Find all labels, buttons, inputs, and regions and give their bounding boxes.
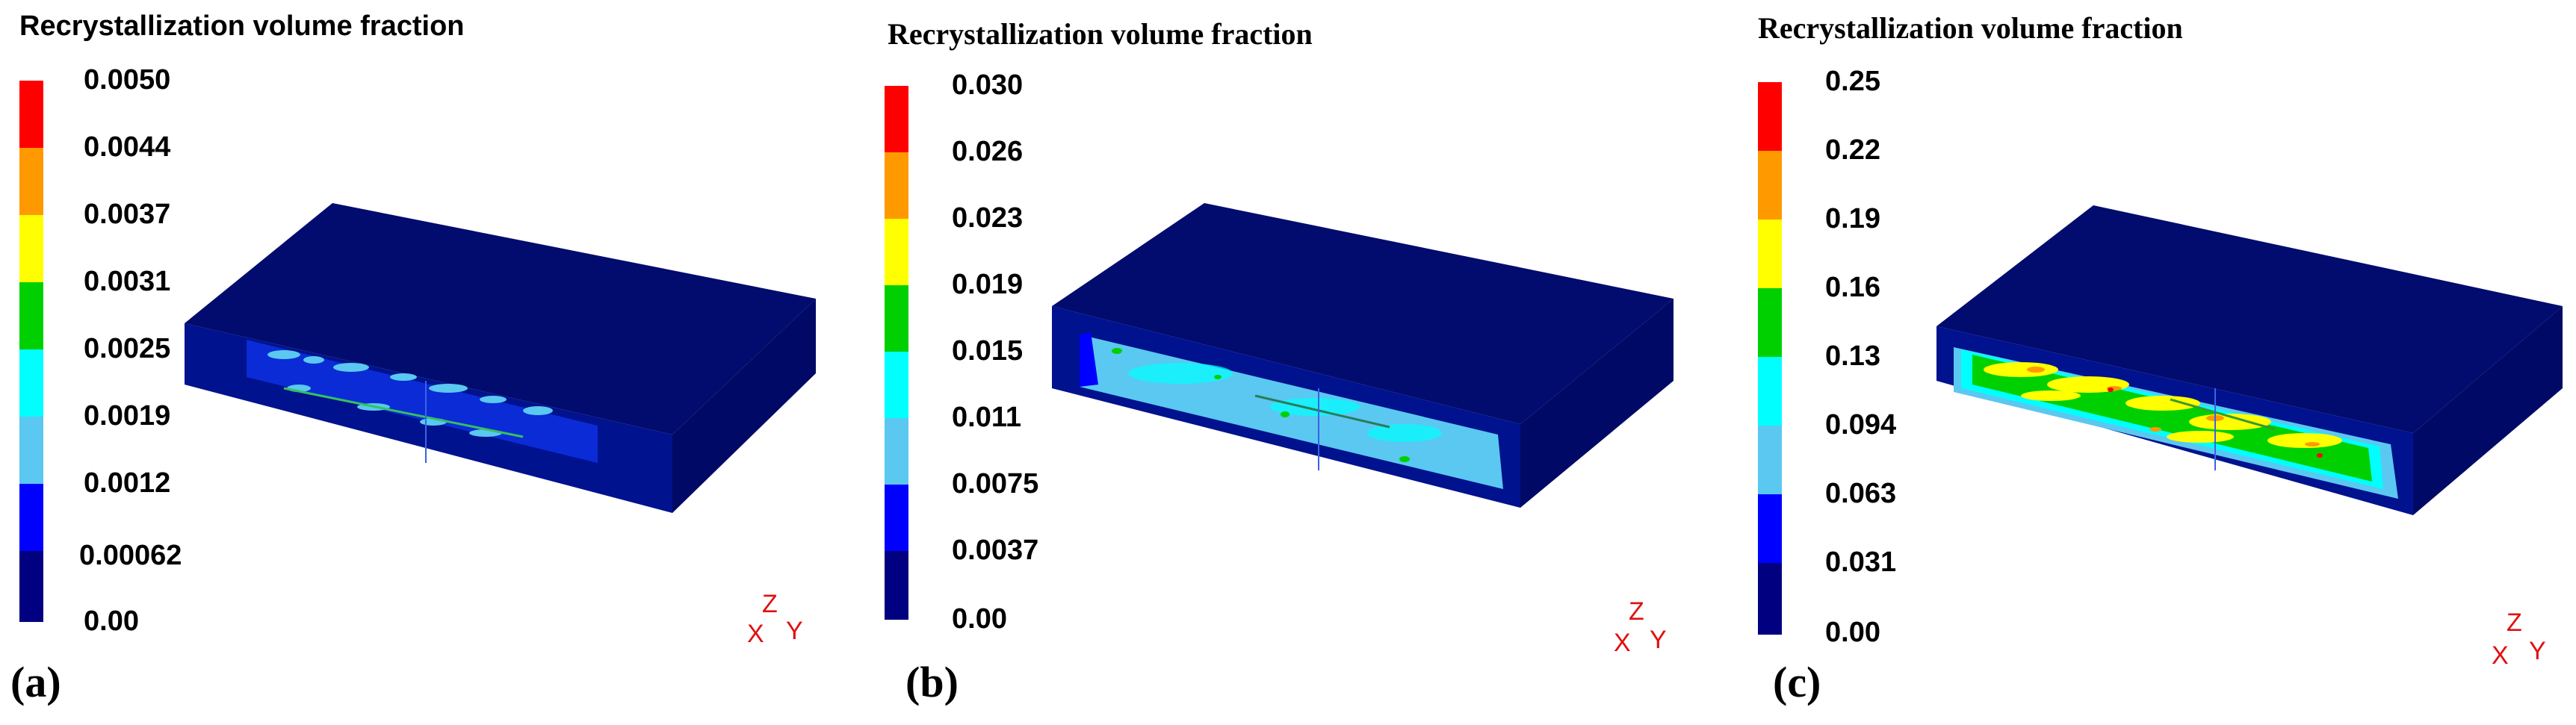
colorbar-tick: 0.16 xyxy=(1825,272,1880,303)
colorbar-band xyxy=(1758,288,1782,357)
colorbar-band xyxy=(885,352,908,418)
colorbar-band xyxy=(885,551,908,620)
colorbar-tick: 0.023 xyxy=(952,202,1024,234)
colorbar-band xyxy=(1758,494,1782,563)
colorbar-tick: 0.0031 xyxy=(84,266,171,297)
colorbar-tick: 0.0037 xyxy=(84,199,171,230)
colorbar-band xyxy=(19,282,43,349)
colorbar: 0.030 0.026 0.023 0.019 0.015 0.011 0.00… xyxy=(885,69,1038,635)
panel-label: (b) xyxy=(905,658,959,706)
axis-label-y: Y xyxy=(2529,637,2546,665)
colorbar-tick: 0.00 xyxy=(1825,617,1880,648)
axis-label-x: X xyxy=(747,620,764,648)
colorbar-band xyxy=(19,417,43,484)
colorbar-tick: 0.019 xyxy=(952,269,1024,300)
colorbar-title: Recrystallization volume fraction xyxy=(19,10,465,42)
colorbar-tick: 0.063 xyxy=(1825,478,1897,509)
axis-label-y: Y xyxy=(786,617,803,645)
colorbar-band xyxy=(885,219,908,285)
colorbar-tick: 0.25 xyxy=(1825,66,1880,97)
colorbar-band xyxy=(19,215,43,282)
colorbar-band xyxy=(1758,426,1782,494)
panel-c: Recrystallization volume fraction 0.25 0… xyxy=(1737,0,2576,725)
colorbar-band xyxy=(19,551,43,622)
colorbar-band xyxy=(885,152,908,219)
colorbar-band xyxy=(19,148,43,215)
colorbar-tick: 0.0025 xyxy=(84,333,171,364)
colorbar-tick: 0.00 xyxy=(84,606,139,637)
colorbar-band xyxy=(1758,220,1782,288)
axis-label-y: Y xyxy=(1650,626,1667,654)
colorbar-tick: 0.011 xyxy=(952,402,1021,433)
colorbar: 0.0050 0.0044 0.0037 0.0031 0.0025 0.001… xyxy=(19,64,182,637)
panel-label: (c) xyxy=(1773,658,1821,706)
colorbar-band xyxy=(1758,82,1782,151)
fem-block-c xyxy=(1936,205,2563,515)
axis-label-x: X xyxy=(2492,641,2509,670)
colorbar-tick: 0.13 xyxy=(1825,340,1880,372)
colorbar-band xyxy=(885,86,908,152)
colorbar-tick: 0.026 xyxy=(952,136,1024,167)
colorbar-band xyxy=(885,485,908,551)
panel-a: Recrystallization volume fraction 0.0050… xyxy=(0,0,859,725)
colorbar-tick: 0.094 xyxy=(1825,409,1897,441)
colorbar-band xyxy=(1758,563,1782,635)
axis-label-z: Z xyxy=(762,590,778,618)
colorbar-tick: 0.19 xyxy=(1825,203,1880,234)
colorbar-band xyxy=(1758,357,1782,426)
axis-label-z: Z xyxy=(1629,597,1644,626)
colorbar-tick: 0.0037 xyxy=(952,535,1039,566)
colorbar-tick: 0.031 xyxy=(1825,547,1897,578)
colorbar-band xyxy=(19,484,43,551)
colorbar-tick: 0.0012 xyxy=(84,467,171,499)
colorbar-band xyxy=(1758,151,1782,220)
colorbar-tick: 0.0075 xyxy=(952,468,1039,500)
colorbar-tick: 0.22 xyxy=(1825,134,1880,166)
colorbar-tick: 0.00 xyxy=(952,603,1007,635)
colorbar-tick: 0.015 xyxy=(952,335,1024,367)
axis-label-z: Z xyxy=(2507,609,2522,637)
colorbar-tick: 0.0050 xyxy=(84,64,171,96)
colorbar-band xyxy=(19,349,43,417)
colorbar-title: Recrystallization volume fraction xyxy=(1758,11,2183,45)
colorbar-tick: 0.0019 xyxy=(84,400,171,432)
colorbar-band xyxy=(19,81,43,148)
fem-block-b xyxy=(1052,203,1674,508)
colorbar: 0.25 0.22 0.19 0.16 0.13 0.094 0.063 0.0… xyxy=(1758,66,1896,648)
colorbar-band xyxy=(885,285,908,352)
fem-block-a xyxy=(185,203,816,513)
colorbar-title: Recrystallization volume fraction xyxy=(888,17,1313,51)
panel-label: (a) xyxy=(10,658,61,706)
colorbar-tick: 0.00062 xyxy=(79,540,182,571)
colorbar-tick: 0.030 xyxy=(952,69,1024,101)
panel-b: Recrystallization volume fraction 0.030 … xyxy=(867,0,1726,725)
colorbar-tick: 0.0044 xyxy=(84,131,171,163)
axis-label-x: X xyxy=(1614,629,1631,657)
colorbar-band xyxy=(885,418,908,485)
